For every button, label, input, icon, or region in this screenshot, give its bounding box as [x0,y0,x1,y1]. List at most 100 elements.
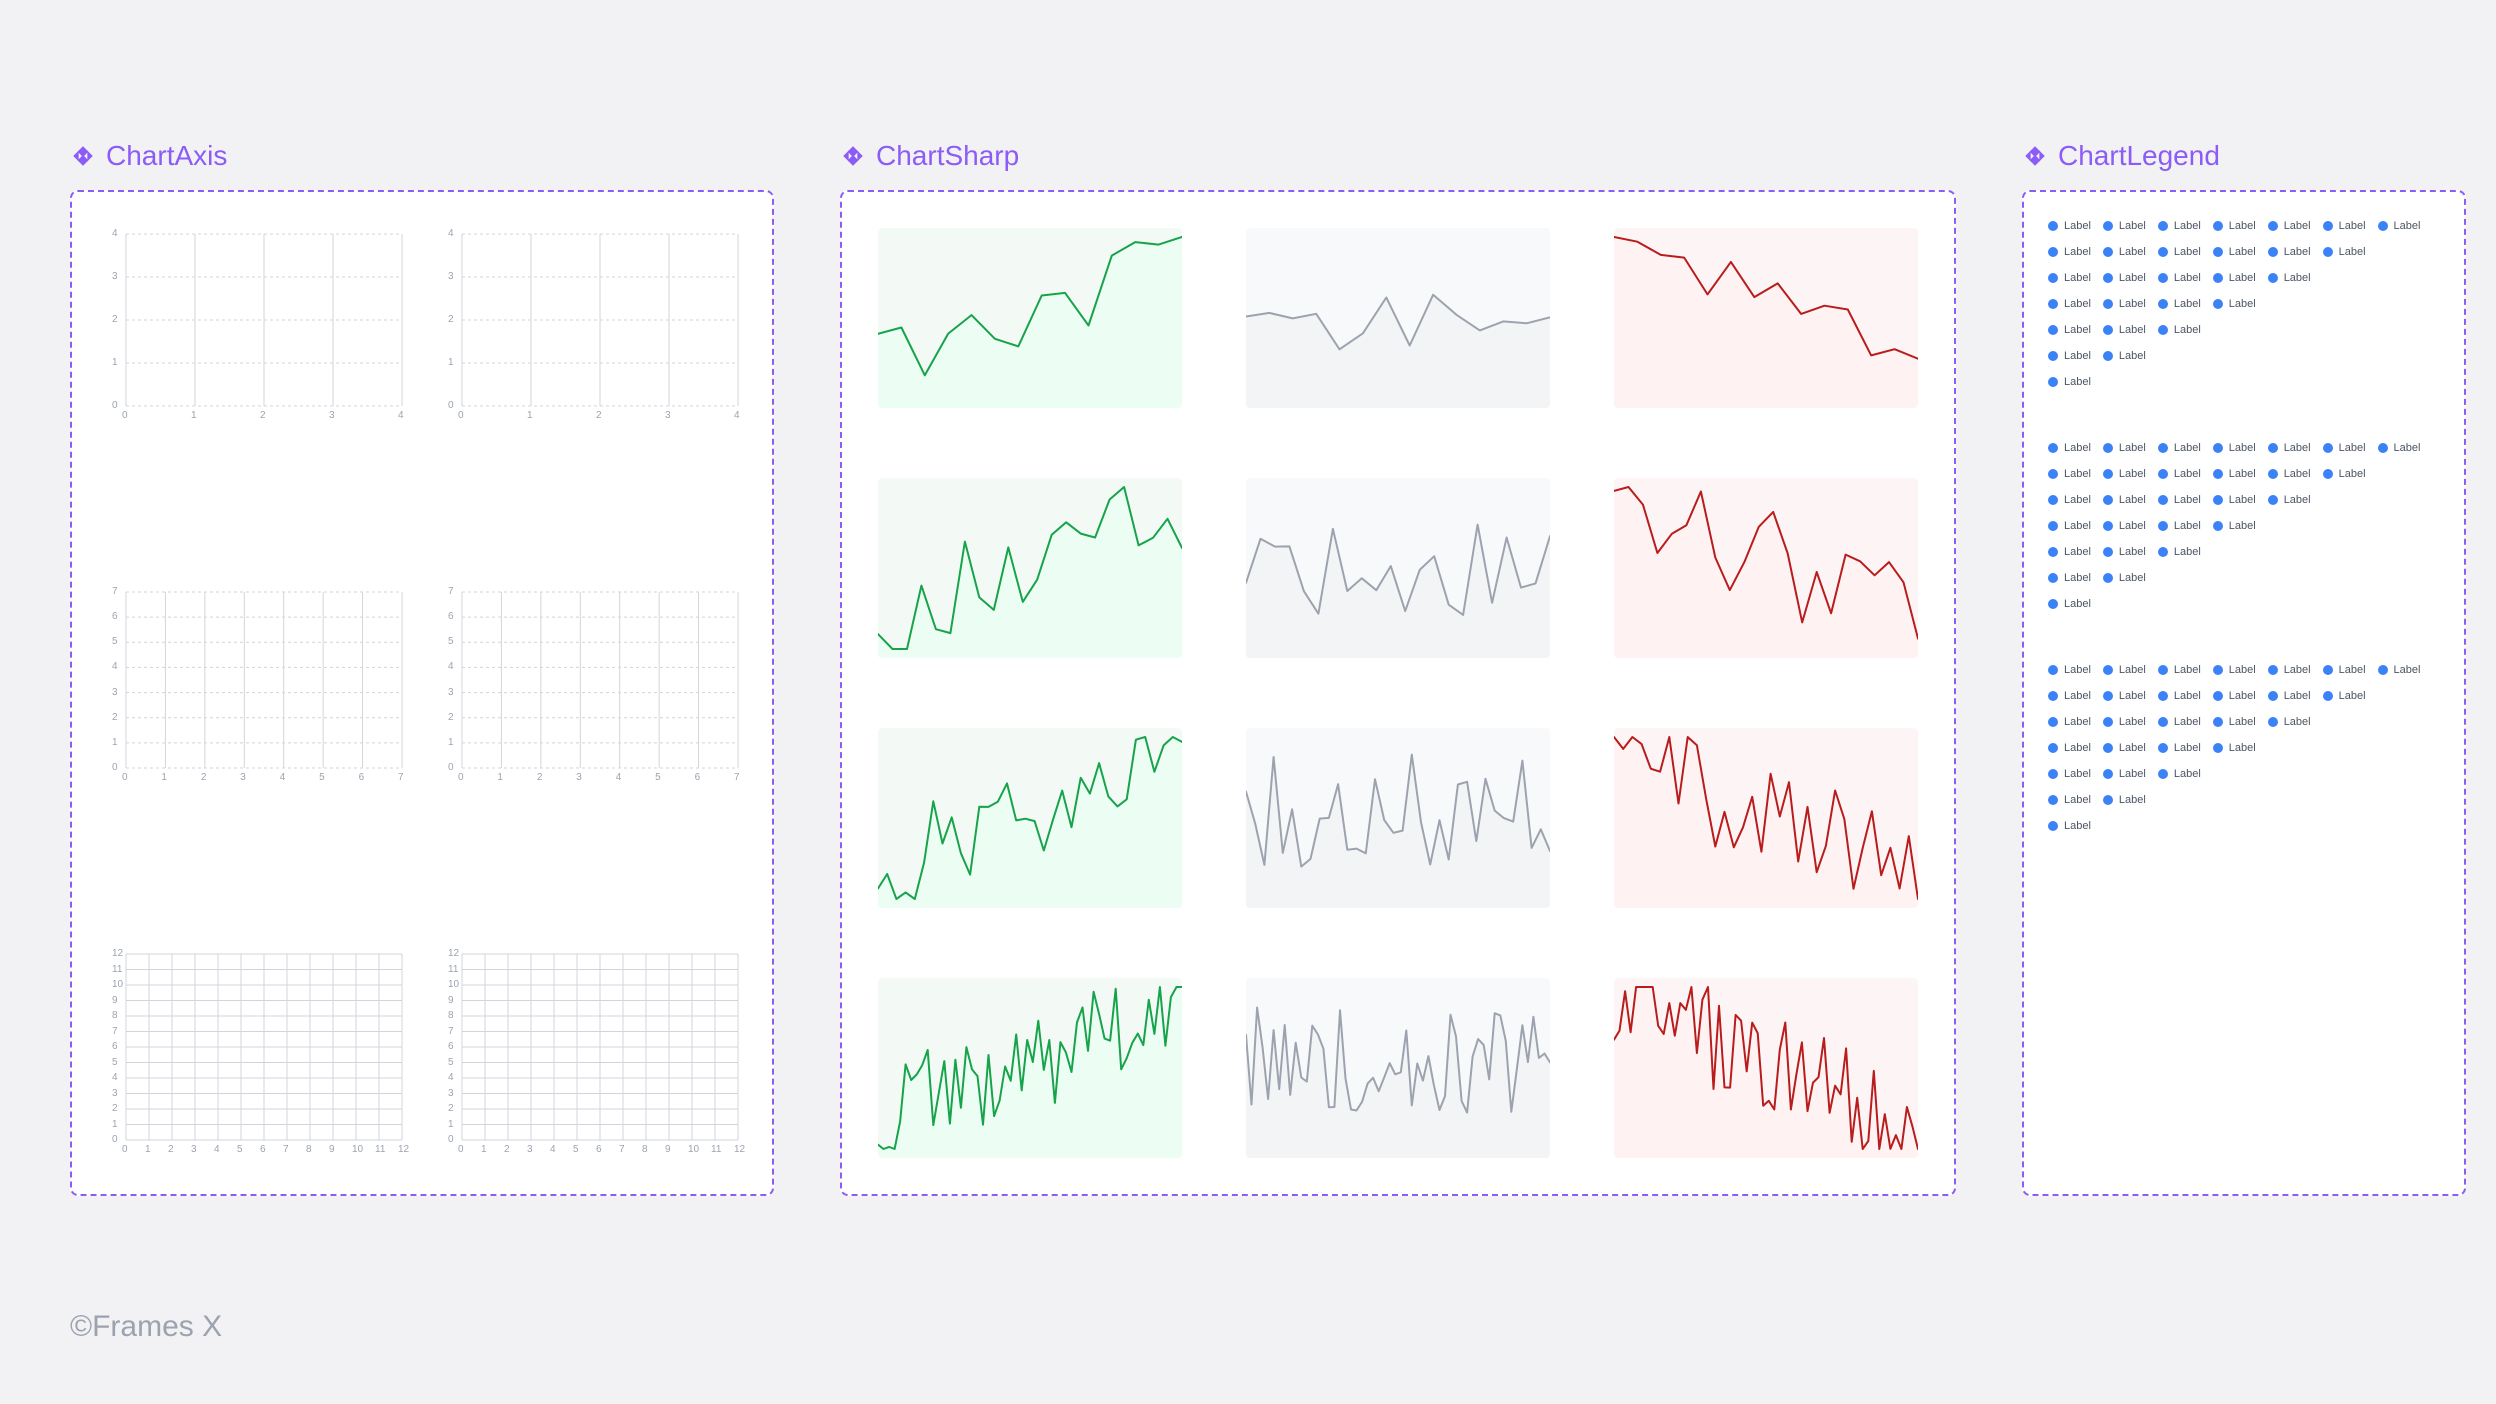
legend-dot-icon [2048,351,2058,361]
axis-tick-y: 2 [448,1103,454,1114]
legend-item[interactable]: Label [2268,246,2311,258]
legend-item[interactable]: Label [2268,468,2311,480]
axis-tick-x: 2 [537,772,543,783]
legend-item[interactable]: Label [2268,220,2311,232]
legend-item[interactable]: Label [2103,546,2146,558]
legend-item[interactable]: Label [2158,664,2201,676]
legend-item[interactable]: Label [2103,520,2146,532]
legend-item[interactable]: Label [2268,494,2311,506]
legend-item[interactable]: Label [2048,468,2091,480]
legend-item[interactable]: Label [2048,220,2091,232]
legend-item[interactable]: Label [2048,272,2091,284]
legend-item[interactable]: Label [2158,272,2201,284]
legend-item[interactable]: Label [2048,794,2091,806]
legend-item[interactable]: Label [2158,246,2201,258]
legend-item[interactable]: Label [2048,376,2091,388]
legend-item[interactable]: Label [2103,572,2146,584]
legend-item[interactable]: Label [2213,298,2256,310]
legend-item[interactable]: Label [2103,246,2146,258]
legend-item[interactable]: Label [2158,324,2201,336]
legend-item[interactable]: Label [2378,442,2421,454]
legend-item[interactable]: Label [2213,246,2256,258]
legend-item[interactable]: Label [2158,494,2201,506]
legend-dot-icon [2158,469,2168,479]
legend-item[interactable]: Label [2323,664,2366,676]
legend-item[interactable]: Label [2103,768,2146,780]
legend-item[interactable]: Label [2268,442,2311,454]
legend-item[interactable]: Label [2158,468,2201,480]
legend-item[interactable]: Label [2158,768,2201,780]
legend-item[interactable]: Label [2048,664,2091,676]
legend-item[interactable]: Label [2323,246,2366,258]
axis-tick-x: 12 [734,1144,745,1155]
legend-item[interactable]: Label [2048,442,2091,454]
legend-item[interactable]: Label [2103,272,2146,284]
legend-label: Label [2064,324,2091,336]
axis-tick-y: 6 [448,1041,454,1052]
legend-item[interactable]: Label [2048,716,2091,728]
legend-item[interactable]: Label [2103,350,2146,362]
legend-item[interactable]: Label [2048,690,2091,702]
legend-item[interactable]: Label [2213,272,2256,284]
legend-dot-icon [2268,691,2278,701]
legend-item[interactable]: Label [2103,716,2146,728]
legend-item[interactable]: Label [2048,820,2091,832]
legend-item[interactable]: Label [2103,442,2146,454]
legend-item[interactable]: Label [2103,220,2146,232]
legend-item[interactable]: Label [2048,494,2091,506]
legend-label: Label [2229,690,2256,702]
legend-item[interactable]: Label [2268,272,2311,284]
legend-item[interactable]: Label [2158,442,2201,454]
legend-dot-icon [2103,469,2113,479]
legend-item[interactable]: Label [2268,716,2311,728]
legend-item[interactable]: Label [2213,690,2256,702]
legend-item[interactable]: Label [2103,664,2146,676]
legend-item[interactable]: Label [2323,220,2366,232]
legend-item[interactable]: Label [2213,664,2256,676]
legend-item[interactable]: Label [2158,690,2201,702]
legend-item[interactable]: Label [2268,664,2311,676]
legend-item[interactable]: Label [2323,468,2366,480]
legend-label: Label [2229,520,2256,532]
legend-item[interactable]: Label [2158,220,2201,232]
legend-item[interactable]: Label [2213,742,2256,754]
legend-item[interactable]: Label [2048,324,2091,336]
legend-item[interactable]: Label [2323,690,2366,702]
legend-item[interactable]: Label [2048,520,2091,532]
legend-item[interactable]: Label [2103,494,2146,506]
legend-item[interactable]: Label [2158,546,2201,558]
chartlegend-frame: Label Label Label Label Label Label Label Label… [2022,190,2466,1196]
legend-item[interactable]: Label [2048,350,2091,362]
legend-item[interactable]: Label [2048,546,2091,558]
legend-item[interactable]: Label [2048,768,2091,780]
legend-item[interactable]: Label [2103,690,2146,702]
legend-item[interactable]: Label [2103,468,2146,480]
legend-item[interactable]: Label [2103,794,2146,806]
legend-item[interactable]: Label [2158,520,2201,532]
legend-item[interactable]: Label [2158,742,2201,754]
legend-item[interactable]: Label [2213,494,2256,506]
axis-tick-x: 9 [329,1144,335,1155]
legend-item[interactable]: Label [2213,716,2256,728]
legend-item[interactable]: Label [2103,324,2146,336]
legend-item[interactable]: Label [2103,298,2146,310]
legend-item[interactable]: Label [2213,520,2256,532]
legend-item[interactable]: Label [2268,690,2311,702]
legend-item[interactable]: Label [2158,298,2201,310]
axis-tick-y: 9 [448,995,454,1006]
legend-item[interactable]: Label [2378,220,2421,232]
legend-item[interactable]: Label [2048,298,2091,310]
legend-item[interactable]: Label [2048,572,2091,584]
legend-item[interactable]: Label [2103,742,2146,754]
legend-item[interactable]: Label [2048,598,2091,610]
legend-item[interactable]: Label [2213,468,2256,480]
legend-item[interactable]: Label [2158,716,2201,728]
legend-dot-icon [2048,521,2058,531]
legend-item[interactable]: Label [2048,742,2091,754]
legend-item[interactable]: Label [2323,442,2366,454]
axis-tick-y: 2 [112,314,118,325]
legend-item[interactable]: Label [2213,220,2256,232]
legend-item[interactable]: Label [2378,664,2421,676]
legend-item[interactable]: Label [2048,246,2091,258]
legend-item[interactable]: Label [2213,442,2256,454]
